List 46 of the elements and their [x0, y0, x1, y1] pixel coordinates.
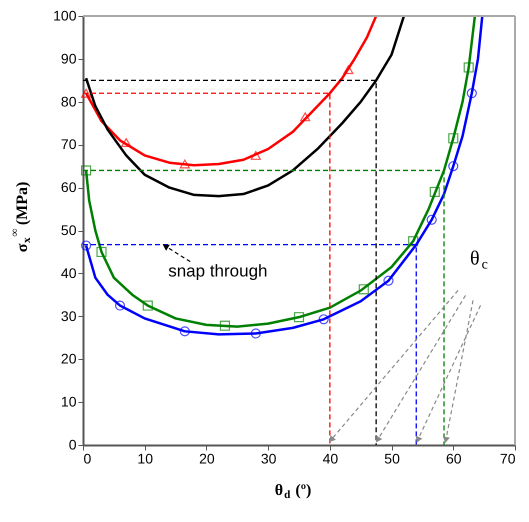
point [408, 236, 418, 246]
annotation: snap through [168, 262, 268, 281]
y-tick-label: 100 [53, 8, 77, 24]
point [220, 320, 230, 331]
point [448, 133, 458, 144]
point [300, 112, 310, 122]
x-tick-label: 60 [446, 450, 462, 466]
point [358, 284, 369, 294]
point [466, 88, 477, 98]
point [81, 165, 92, 176]
point [318, 314, 329, 324]
y-tick-label: 90 [60, 50, 77, 66]
point [96, 246, 107, 258]
y-axis-title: σx∞ (MPa) [8, 182, 33, 252]
y-tick-label: 50 [60, 222, 77, 238]
point [180, 326, 190, 336]
x-tick-label: 70 [500, 450, 516, 466]
y-tick-label: 30 [60, 308, 77, 324]
point [448, 161, 458, 172]
point [142, 300, 153, 311]
point [250, 150, 261, 160]
y-tick-label: 40 [60, 264, 77, 281]
x-tick-label: 30 [260, 450, 277, 466]
y-tick-label: 10 [60, 394, 77, 410]
point [426, 214, 437, 225]
point [81, 88, 92, 98]
x-tick-label: 20 [199, 450, 215, 466]
x-tick-label: 40 [322, 450, 338, 466]
point [114, 300, 126, 311]
x-tick-label: 10 [137, 450, 154, 466]
x-tick-label: 50 [384, 450, 400, 466]
point [121, 138, 132, 148]
y-tick-label: 70 [60, 136, 77, 152]
point [250, 328, 261, 339]
y-tick-label: 60 [60, 179, 77, 196]
point [430, 186, 440, 197]
point [343, 65, 354, 74]
x-tick-label: 0 [84, 450, 92, 466]
y-tick-label: 20 [60, 350, 77, 367]
y-tick-label: 0 [68, 436, 77, 452]
point [180, 160, 190, 168]
y-tick-label: 80 [60, 93, 77, 110]
point [294, 312, 304, 322]
point [383, 276, 394, 286]
point [81, 240, 92, 251]
point [464, 62, 474, 73]
